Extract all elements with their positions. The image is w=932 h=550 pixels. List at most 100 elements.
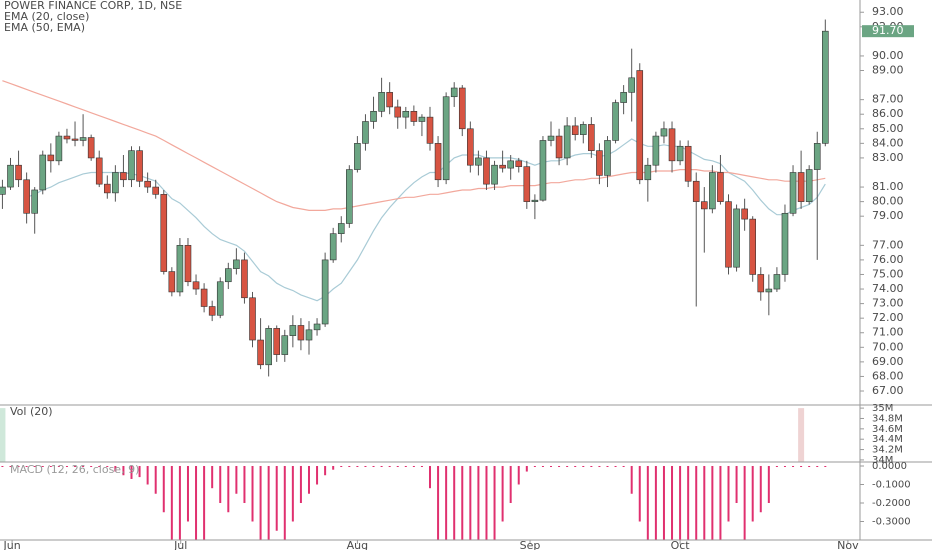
indicator-label: EMA (20, close) (4, 10, 89, 23)
macd-bar (638, 465, 641, 522)
macd-bar (679, 465, 682, 540)
chart-title: POWER FINANCE CORP, 1D, NSE (4, 0, 182, 12)
macd-bar (445, 465, 448, 540)
candle-body (515, 160, 523, 167)
x-tick-label: Nov (837, 539, 859, 550)
macd-bar (550, 465, 553, 467)
macd-bar (291, 465, 294, 522)
macd-bar (824, 465, 827, 467)
macd-bar (695, 465, 698, 540)
x-tick-label: Jul (173, 539, 187, 550)
candle-body (410, 111, 418, 122)
macd-bar (114, 465, 117, 472)
macd-bar (743, 465, 746, 540)
macd-bar (429, 465, 431, 489)
candle-body (23, 179, 30, 214)
candle-body (184, 245, 192, 283)
macd-bar (453, 465, 456, 540)
candle-body (579, 124, 587, 135)
macd-bar (558, 465, 561, 467)
candle-body (765, 288, 773, 293)
candle-body (475, 157, 482, 166)
y-tick-label: 67.00 (872, 384, 904, 397)
macd-bar (582, 465, 585, 467)
macd-bar (130, 465, 133, 479)
macd-bar (493, 465, 496, 540)
x-tick-label: Oct (671, 539, 691, 550)
macd-bar (469, 465, 472, 540)
last-price-tag (862, 25, 914, 38)
y-tick-label: 0.0000 (872, 461, 907, 472)
macd-bar (49, 465, 52, 467)
macd-bar (783, 465, 786, 467)
candle-body (596, 150, 603, 176)
candle-body (588, 124, 595, 151)
candle-body (668, 128, 676, 162)
candle-body (684, 145, 692, 182)
candle-body (321, 259, 329, 325)
x-tick-label: Aug (347, 539, 368, 550)
candle-body (128, 150, 135, 181)
candle-body (103, 183, 111, 194)
macd-bar (566, 465, 569, 467)
y-tick-label: 73.00 (872, 297, 904, 310)
candle-body (636, 70, 644, 181)
candle-body (249, 297, 256, 341)
macd-bar (259, 465, 262, 540)
x-tick-label: Jun (3, 539, 21, 550)
macd-bar (1, 465, 4, 467)
macd-bar (517, 465, 520, 485)
macd-bar (162, 465, 165, 513)
candle-body (717, 172, 724, 202)
y-tick-label: 76.00 (872, 253, 904, 266)
macd-bar (299, 465, 302, 503)
candle-body (773, 274, 781, 290)
macd-bar (461, 465, 464, 540)
x-tick-label: Sep (520, 539, 541, 550)
candle-body (233, 259, 240, 269)
macd-bar (340, 465, 343, 467)
candle-body (660, 128, 668, 137)
candle-body (757, 274, 765, 293)
macd-bar (671, 465, 674, 540)
macd-bar (654, 465, 657, 540)
macd-bar (33, 465, 36, 467)
candle-body (781, 212, 789, 275)
candle-body (822, 30, 829, 144)
candle-body (394, 106, 402, 118)
y-tick-label: 75.00 (872, 267, 904, 280)
macd-bar (243, 465, 246, 503)
macd-bar (396, 465, 399, 467)
macd-bar (808, 465, 811, 467)
macd-bar (203, 465, 206, 540)
macd-bar (227, 465, 230, 513)
macd-bar (211, 465, 214, 489)
macd-bar (598, 465, 601, 467)
macd-bar (711, 465, 714, 540)
candle-body (241, 259, 248, 299)
y-tick-label: 71.00 (872, 326, 904, 339)
macd-bar (106, 465, 109, 467)
y-tick-label: 34.2M (872, 445, 903, 456)
macd-bar (90, 465, 93, 467)
candle-body (71, 138, 79, 141)
macd-bar (759, 465, 762, 513)
candle-body (499, 164, 506, 169)
candle-body (458, 87, 466, 130)
macd-bar (735, 465, 738, 503)
macd-bar (646, 465, 649, 540)
candle-body (297, 325, 305, 341)
macd-bar (816, 465, 819, 467)
y-tick-label: 77.00 (872, 238, 904, 251)
candle-body (160, 194, 168, 272)
candle-body (55, 135, 63, 162)
candle-body (676, 145, 684, 162)
candle-body (7, 164, 14, 188)
candle-body (402, 111, 410, 118)
candle-body (370, 111, 377, 122)
volume-panel (0, 408, 805, 462)
macd-bar (283, 465, 286, 540)
macd-bar (541, 465, 544, 467)
macd-bar (332, 465, 335, 470)
